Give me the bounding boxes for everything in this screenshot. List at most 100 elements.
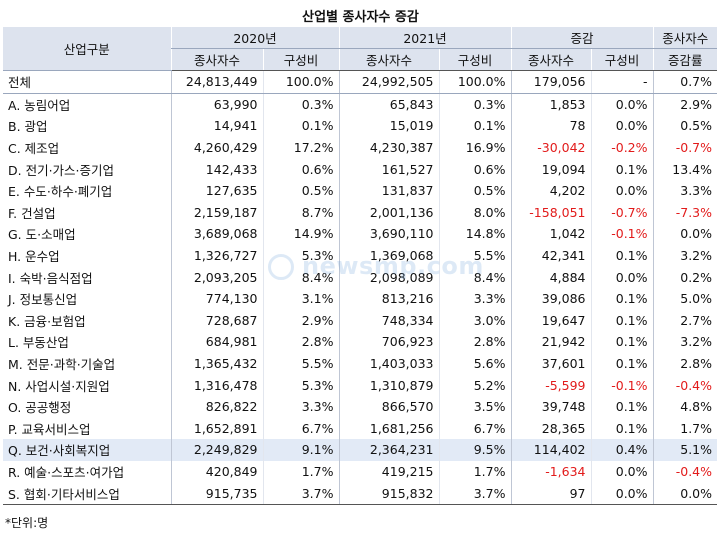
cell-category: E. 수도·하수·폐기업 (8, 184, 113, 200)
header-2020: 2020년 (170, 27, 339, 49)
cell-2021-share: 8.4% (438, 266, 511, 288)
table-body: 전체 24,813,449 100.0% 24,992,505 100.0% 179,05… (3, 70, 718, 505)
cell-change-share: -0.7% (590, 201, 654, 224)
cell-change-share: 0.1% (590, 417, 654, 440)
cell-change-workers: 21,942 (510, 331, 591, 353)
cell-category: J. 정보통신업 (8, 292, 78, 308)
cell-2020-share: 5.3% (262, 374, 339, 396)
cell-change-share: 0.0% (590, 266, 654, 288)
cell-change-workers: 42,341 (510, 244, 591, 267)
cell-2021-share: 5.6% (438, 352, 511, 375)
cell-2021-share: 5.5% (438, 244, 511, 267)
cell-2020-workers: 2,159,187 (170, 201, 263, 224)
cell-category: S. 협회·기타서비스업 (3, 482, 171, 505)
cell-2021-share: 2.8% (438, 331, 511, 353)
cell-2020-workers: 24,813,449 (170, 70, 263, 94)
cell-2020-workers: 2,093,205 (170, 266, 263, 288)
cell-2021-workers: 15,019 (338, 115, 439, 137)
cell-category: I. 숙박·음식점업 (8, 270, 93, 286)
cell-2020-workers: 127,635 (170, 179, 263, 202)
cell-2020-workers: 142,433 (170, 158, 263, 180)
cell-growth-rate: 3.2% (652, 331, 718, 353)
cell-2020-share: 9.1% (262, 439, 339, 461)
cell-category: M. 전문·과학·기술업 (8, 357, 116, 373)
cell-change-workers: -1,634 (510, 460, 591, 483)
cell-growth-rate: 2.8% (652, 352, 718, 375)
cell-change-workers: 37,601 (510, 352, 591, 375)
cell-change-share: 0.1% (590, 331, 654, 353)
cell-change-workers: 1,042 (510, 223, 591, 245)
cell-growth-rate: 0.7% (652, 70, 718, 94)
cell-category: N. 사업시설·지원업 (8, 378, 110, 394)
cell-change-workers: 4,202 (510, 179, 591, 202)
cell-change-share: 0.0% (590, 460, 654, 483)
cell-growth-rate: -0.7% (652, 136, 718, 159)
cell-change-workers: 19,647 (510, 309, 591, 332)
table-row: P. 교육서비스업 1,652,891 6.7% 1,681,256 6.7% 28,36… (3, 417, 718, 440)
cell-2021-workers: 3,690,110 (338, 223, 439, 245)
cell-2021-workers: 1,681,256 (338, 417, 439, 440)
cell-change-share: 0.0% (590, 179, 654, 202)
cell-growth-rate: 0.0% (652, 223, 718, 245)
cell-2020-share: 2.8% (262, 331, 339, 353)
cell-2021-workers: 2,098,089 (338, 266, 439, 288)
cell-category: Q. 보건·사회복지업 (3, 439, 171, 461)
cell-2020-workers: 1,652,891 (170, 417, 263, 440)
cell-2020-workers: 14,941 (170, 115, 263, 137)
cell-growth-rate: 2.7% (652, 309, 718, 332)
cell-change-share: -0.1% (590, 223, 654, 245)
cell-change-share: 0.1% (590, 309, 654, 332)
cell-change-workers: 179,056 (510, 70, 591, 94)
header-2021: 2021년 (338, 27, 511, 49)
cell-2021-workers: 2,364,231 (338, 439, 439, 461)
cell-2021-workers: 1,369,068 (338, 244, 439, 267)
cell-2020-share: 3.7% (262, 482, 339, 505)
cell-category: O. 공공행정 (8, 400, 72, 416)
cell-2021-workers: 1,310,879 (338, 374, 439, 396)
table-row: S. 협회·기타서비스업 915,735 3.7% 915,832 3.7% 97 0.0%… (3, 482, 718, 505)
table-row: M. 전문·과학·기술업 1,365,432 5.5% 1,403,033 5.6% 37… (3, 352, 718, 375)
cell-2021-share: 6.7% (438, 417, 511, 440)
table-row: O. 공공행정 826,822 3.3% 866,570 3.5% 39,748 0.1% 4… (3, 395, 718, 418)
cell-2021-workers: 2,001,136 (338, 201, 439, 224)
cell-category: 전체 (3, 70, 171, 94)
cell-change-share: 0.4% (590, 439, 654, 461)
cell-growth-rate: 0.0% (652, 482, 718, 505)
cell-2021-share: 0.3% (438, 93, 511, 116)
cell-2020-share: 3.1% (262, 287, 339, 310)
table-row: F. 건설업 2,159,187 8.7% 2,001,136 8.0% -158,051… (3, 201, 718, 224)
cell-category: F. 건설업 (8, 205, 56, 221)
cell-change-workers: 39,086 (510, 287, 591, 310)
industry-employment-table: 산업구분 2020년 2021년 증감 종사자수 종사자수 구성비 종사자수 구… (3, 27, 718, 505)
cell-2021-workers: 706,923 (338, 331, 439, 353)
cell-2020-share: 0.5% (262, 179, 339, 202)
cell-2020-workers: 1,316,478 (170, 374, 263, 396)
cell-2021-workers: 419,215 (338, 460, 439, 483)
cell-2020-share: 17.2% (262, 136, 339, 159)
cell-category: D. 전기·가스·증기업 (8, 162, 115, 178)
cell-2021-workers: 813,216 (338, 287, 439, 310)
cell-change-workers: -158,051 (510, 201, 591, 224)
unit-note: *단위:명 (5, 516, 49, 530)
header-change-share: 구성비 (590, 48, 654, 71)
table-row: Q. 보건·사회복지업 2,249,829 9.1% 2,364,231 9.5% 114… (3, 439, 718, 461)
cell-2020-workers: 2,249,829 (170, 439, 263, 461)
cell-2020-share: 8.7% (262, 201, 339, 224)
cell-2020-share: 8.4% (262, 266, 339, 288)
cell-2020-share: 0.3% (262, 93, 339, 116)
cell-change-share: 0.0% (590, 93, 654, 116)
cell-category: K. 금융·보험업 (8, 313, 86, 329)
header-rate-top: 종사자수 (652, 27, 718, 49)
cell-change-share: -0.2% (590, 136, 654, 159)
table-row: N. 사업시설·지원업 1,316,478 5.3% 1,310,879 5.2% -5,… (3, 374, 718, 396)
cell-2020-share: 5.5% (262, 352, 339, 375)
table-row: C. 제조업 4,260,429 17.2% 4,230,387 16.9% -30,04… (3, 136, 718, 159)
cell-change-share: 0.1% (590, 158, 654, 180)
cell-growth-rate: 0.2% (652, 266, 718, 288)
cell-change-workers: 4,884 (510, 266, 591, 288)
cell-change-share: 0.0% (590, 115, 654, 137)
cell-change-share: 0.1% (590, 244, 654, 267)
cell-change-share: 0.1% (590, 287, 654, 310)
table-row: I. 숙박·음식점업 2,093,205 8.4% 2,098,089 8.4% 4,88… (3, 266, 718, 288)
cell-2021-share: 9.5% (438, 439, 511, 461)
